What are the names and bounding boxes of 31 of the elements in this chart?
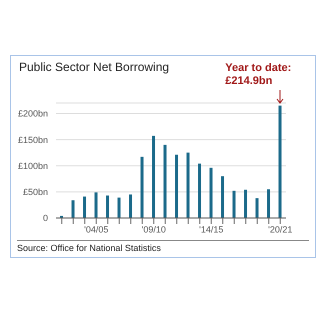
source-note: Source: Office for National Statistics: [17, 243, 309, 253]
bar: [198, 164, 202, 218]
bar: [106, 196, 110, 218]
y-tick-label: £50bn: [22, 187, 48, 198]
bar: [152, 136, 156, 218]
annotation: Year to date: £214.9bn: [225, 62, 292, 88]
bar: [94, 192, 98, 218]
y-tick-label: 0: [42, 213, 48, 224]
x-tick-label: '20/21: [268, 224, 292, 234]
x-tick-label: '09/10: [142, 224, 166, 234]
bar: [267, 189, 270, 218]
bar: [72, 200, 75, 218]
x-tick-label: '04/05: [84, 224, 108, 234]
bar: [232, 190, 236, 218]
bar: [175, 154, 178, 218]
bar: [256, 198, 259, 218]
bar: [186, 152, 190, 218]
y-tick-label: £150bn: [18, 134, 48, 145]
bar: [83, 196, 86, 218]
bar: [221, 176, 224, 218]
bar: [140, 156, 144, 218]
chart-title: Public Sector Net Borrowing: [19, 60, 170, 74]
bar: [278, 106, 282, 218]
x-tick-label: '14/15: [199, 224, 224, 234]
bar: [129, 194, 132, 218]
bar: [210, 168, 213, 218]
bar: [164, 144, 167, 218]
y-tick-label: £100bn: [18, 160, 48, 171]
y-tick-label: £200bn: [18, 108, 48, 119]
bar: [244, 190, 248, 218]
bar: [118, 198, 121, 218]
